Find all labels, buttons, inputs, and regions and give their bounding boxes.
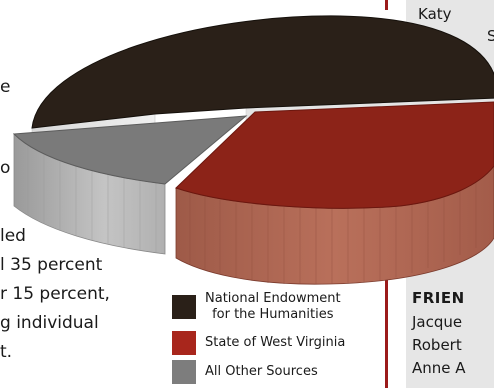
sidebar-name-3: Anne A: [412, 359, 466, 377]
slice-other-side-ribs: [27, 144, 157, 253]
slice-state-side-ribs: [189, 182, 477, 284]
body-text-fragment-e: e: [0, 77, 11, 97]
slice-state: [175, 101, 494, 209]
legend-label-neh-line1: National Endowment: [205, 291, 341, 306]
legend-swatch-neh: [172, 295, 196, 319]
sidebar-text-1: Katy: [418, 5, 452, 23]
divider-rule-bottom: [385, 268, 388, 388]
body-text-line-2: l 35 percent: [0, 255, 103, 275]
body-text-fragment-o: o: [0, 158, 11, 178]
legend-swatch-other: [172, 360, 196, 384]
slice-other: [12, 115, 248, 185]
legend-label-neh-line2: for the Humanities: [212, 307, 334, 322]
body-text-line-3: r 15 percent,: [0, 284, 110, 304]
body-text-line-5: t.: [0, 342, 13, 362]
divider-rule-top: [385, 0, 388, 10]
sidebar-text-2: S: [487, 27, 494, 45]
sidebar-name-2: Robert: [412, 336, 462, 354]
sidebar-name-1: Jacque: [412, 313, 463, 331]
legend-item-state: State of West Virginia: [172, 331, 345, 355]
legend-item-other: All Other Sources: [172, 360, 318, 384]
legend-label-other: All Other Sources: [205, 364, 318, 379]
body-text-line-4: g individual: [0, 313, 99, 333]
legend-swatch-state: [172, 331, 196, 355]
legend-label-neh: National Endowment for the Humanities: [205, 291, 341, 323]
legend-item-neh: National Endowment for the Humanities: [172, 291, 341, 323]
legend-label-state: State of West Virginia: [205, 335, 346, 350]
sidebar-heading: FRIEN: [412, 289, 465, 307]
body-text-line-1: led: [0, 226, 26, 246]
slice-neh: [31, 15, 494, 129]
